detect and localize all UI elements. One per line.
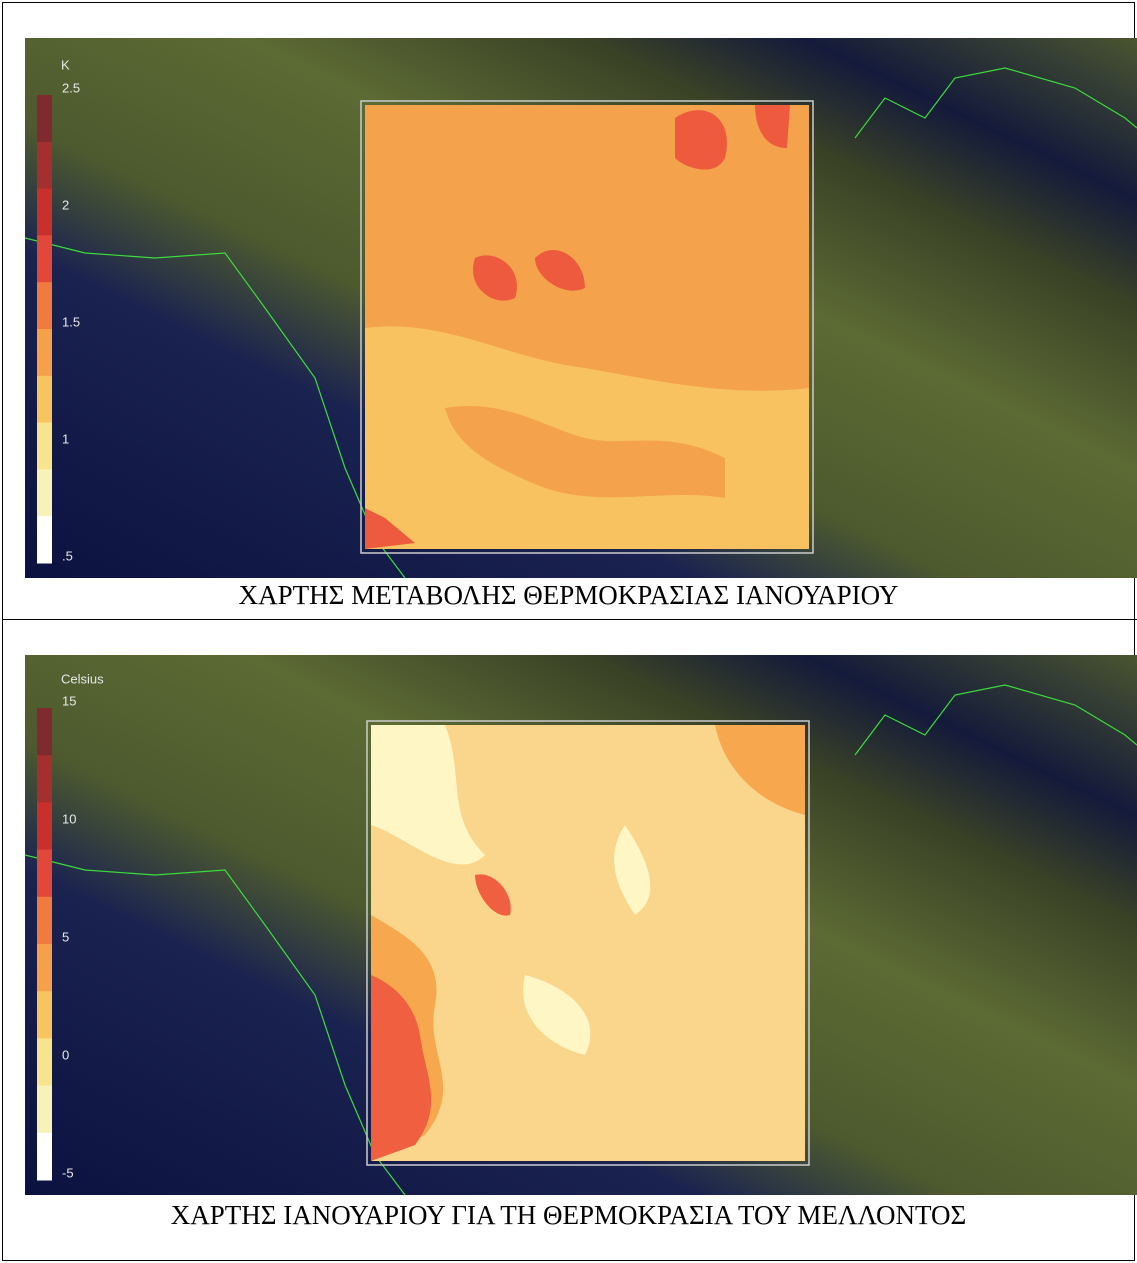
legend-label: 1.5 <box>62 314 80 329</box>
legend-swatch <box>37 189 52 236</box>
legend-swatch <box>37 95 52 142</box>
legend-swatch <box>37 944 52 992</box>
legend-swatch <box>37 802 52 850</box>
legend-swatch <box>37 1038 52 1086</box>
legend-swatch <box>37 329 52 376</box>
legend-swatch <box>37 423 52 470</box>
legend-swatch <box>37 755 52 803</box>
legend-unit: Celsius <box>61 671 104 686</box>
legend-label: 0 <box>62 1047 69 1062</box>
legend-swatch <box>37 282 52 329</box>
legend-swatch <box>37 708 52 756</box>
legend-swatch <box>37 516 52 563</box>
legend-label: 15 <box>62 693 76 708</box>
legend-swatch <box>37 469 52 516</box>
legend-label: 5 <box>62 929 69 944</box>
legend-swatch <box>37 235 52 282</box>
legend-swatch <box>37 1133 52 1181</box>
caption: ΧΑΡΤΗΣ ΙΑΝΟΥΑΡΙΟΥ ΓΙΑ ΤΗ ΘΕΡΜΟΚΡΑΣΙΑ ΤΟΥ… <box>0 1200 1137 1231</box>
legend-label: 10 <box>62 811 76 826</box>
page: K 2.521.51.5 ΧΑΡΤΗΣ ΜΕΤΑΒΟΛΗΣ ΘΕΡΜΟΚΡΑΣΙ… <box>0 0 1137 1263</box>
legend-label: 1 <box>62 431 69 446</box>
row-divider <box>2 619 1137 620</box>
legend-swatch <box>37 142 52 189</box>
legend-label: 2 <box>62 197 69 212</box>
legend-label: -5 <box>62 1165 74 1180</box>
legend-swatch <box>37 1086 52 1134</box>
map-panel: Celsius 15 10 5 0 -5 <box>25 655 1137 1195</box>
legend-label: 2.5 <box>62 80 80 95</box>
legend-swatch <box>37 376 52 423</box>
legend-unit: K <box>61 57 70 72</box>
legend-swatch <box>37 991 52 1039</box>
caption: ΧΑΡΤΗΣ ΜΕΤΑΒΟΛΗΣ ΘΕΡΜΟΚΡΑΣΙΑΣ ΙΑΝΟΥΑΡΙΟΥ <box>0 580 1137 611</box>
legend-swatch <box>37 897 52 945</box>
map-panel: K 2.521.51.5 <box>25 38 1137 578</box>
legend-label: .5 <box>62 548 73 563</box>
legend-swatch <box>37 850 52 898</box>
